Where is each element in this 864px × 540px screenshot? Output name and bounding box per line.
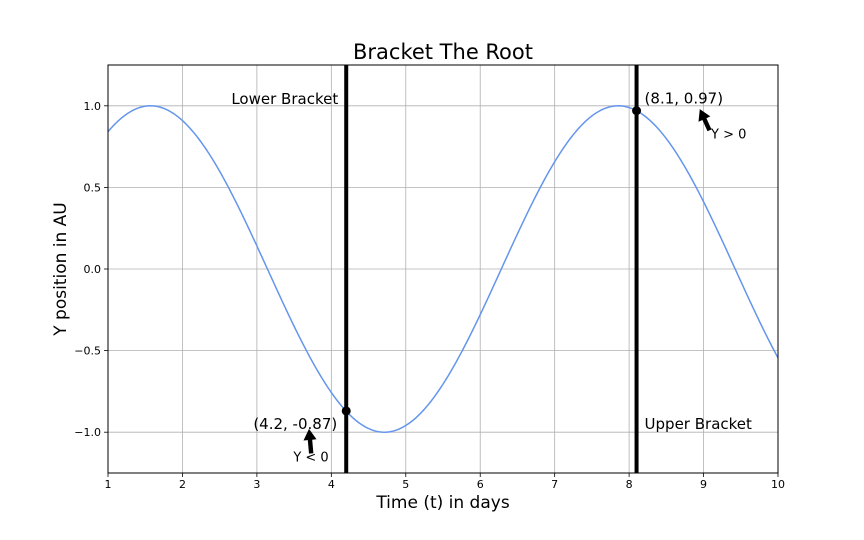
lower-bracket-point <box>341 406 351 416</box>
series-line <box>107 105 779 433</box>
y-axis-label: Y position in AU <box>51 202 71 337</box>
y-tick-label: 0.5 <box>84 181 102 194</box>
x-tick-label: 3 <box>253 478 260 491</box>
bracket-points <box>341 106 642 416</box>
x-tick-label: 1 <box>105 478 112 491</box>
y-negative-arrow <box>303 428 317 454</box>
series-layer <box>107 105 779 433</box>
x-tick-label: 4 <box>328 478 335 491</box>
x-tick-label: 6 <box>477 478 484 491</box>
bracket-lines <box>344 65 639 473</box>
upper-bracket-point <box>632 106 642 116</box>
y-positive-arrow <box>698 109 712 132</box>
chart-title: Bracket The Root <box>353 40 533 64</box>
x-tick-label: 10 <box>771 478 785 491</box>
grid-lines <box>107 65 779 473</box>
annotation-layer: Lower Bracket Upper Bracket (4.2, -0.87) (8… <box>231 90 752 466</box>
x-tick-label: 5 <box>402 478 409 491</box>
x-tick-label: 9 <box>700 478 707 491</box>
y-tick-label: 1.0 <box>84 100 102 113</box>
lower-bracket-label: Lower Bracket <box>231 90 338 108</box>
x-tick-label: 8 <box>626 478 633 491</box>
x-tick-label: 7 <box>551 478 558 491</box>
upper-bracket-label: Upper Bracket <box>645 415 752 433</box>
axis-ticks: 1 2 3 4 5 6 7 8 9 10 −1.0 −0.5 0.0 0.5 1.0 <box>74 100 785 491</box>
y-negative-label: Y < 0 <box>292 451 328 466</box>
y-tick-label: −1.0 <box>74 426 101 439</box>
y-tick-label: 0.0 <box>84 263 102 276</box>
y-tick-label: −0.5 <box>74 345 101 358</box>
x-tick-label: 2 <box>179 478 186 491</box>
y-positive-label: Y > 0 <box>710 127 746 142</box>
upper-point-label: (8.1, 0.97) <box>645 90 724 108</box>
x-axis-label: Time (t) in days <box>375 493 510 513</box>
lower-point-label: (4.2, -0.87) <box>253 415 337 433</box>
